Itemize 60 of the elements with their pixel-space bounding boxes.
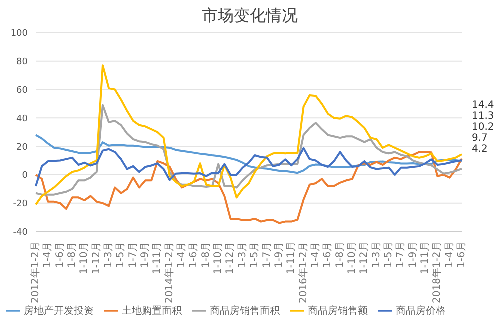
text: 9.7 bbox=[472, 133, 489, 144]
x-tick-label: 1-10月 bbox=[213, 242, 224, 274]
y-tick-label: 40 bbox=[16, 114, 28, 124]
text: 14.4 bbox=[472, 100, 494, 111]
legend-label: 土地购置面积 bbox=[122, 306, 182, 317]
legend-label: 商品房销售面积 bbox=[210, 306, 280, 317]
text: 4.2 bbox=[472, 144, 489, 155]
y-tick-label: 0 bbox=[22, 171, 28, 182]
line-series bbox=[35, 147, 463, 188]
x-tick-label: 1-9月 bbox=[140, 242, 152, 268]
x-tick-label: 1-9月 bbox=[274, 242, 285, 268]
y-tick-label: 80 bbox=[16, 58, 28, 68]
x-tick-label: 1-7月 bbox=[396, 242, 407, 268]
x-tick-label: 1-4月 bbox=[42, 242, 54, 268]
x-tick-label: 1-9月 bbox=[408, 242, 419, 268]
x-tick-label: 1-4月 bbox=[444, 242, 456, 268]
x-tick-label: 1-7月 bbox=[128, 242, 139, 268]
x-tick-label: 1-11月 bbox=[420, 242, 431, 274]
x-tick-label: 1-12月 bbox=[91, 242, 102, 274]
line-series bbox=[35, 104, 463, 196]
x-tick-label: 1-8月 bbox=[200, 242, 212, 268]
text: 11.3 bbox=[472, 111, 494, 122]
x-tick-label: 1-6月 bbox=[54, 242, 66, 268]
x-tick-label: 2012年1-2月 bbox=[30, 242, 42, 304]
x-tick-label: 1-6月 bbox=[322, 242, 334, 268]
legend-label: 房地产开发投资 bbox=[24, 306, 94, 317]
line-series bbox=[35, 64, 463, 206]
x-tick-label: 1-10月 bbox=[79, 242, 90, 274]
x-tick-label: 1-7月 bbox=[262, 242, 273, 268]
legend-label: 商品房价格 bbox=[396, 306, 446, 317]
x-tick-label: 1-11月 bbox=[152, 242, 164, 274]
line-series bbox=[35, 151, 463, 224]
x-tick-label: 1-3月 bbox=[237, 242, 248, 268]
x-tick-label: 1-6月 bbox=[456, 242, 468, 268]
x-tick-label: 1-12月 bbox=[225, 242, 236, 274]
line-series bbox=[35, 134, 463, 174]
x-tick-label: 2014年1-2月 bbox=[163, 242, 176, 304]
x-tick-label: 1-11月 bbox=[286, 242, 298, 274]
x-tick-label: 2016年1-2月 bbox=[297, 242, 310, 304]
x-tick-label: 1-4月 bbox=[310, 242, 322, 268]
y-tick-label: 100 bbox=[10, 29, 28, 40]
x-tick-label: 1-12月 bbox=[359, 242, 370, 274]
x-tick-label: 2018年1-2月 bbox=[431, 242, 444, 304]
x-tick-label: 1-8月 bbox=[67, 242, 78, 268]
chart-title: 市场变化情况 bbox=[201, 6, 299, 27]
text: 10.2 bbox=[472, 122, 494, 133]
x-tick-label: 1-10月 bbox=[346, 242, 358, 274]
x-tick-label: 1-3月 bbox=[104, 242, 115, 268]
x-tick-label: 1-6月 bbox=[188, 242, 200, 268]
legend-label: 商品房销售额 bbox=[308, 306, 368, 317]
y-tick-label: -40 bbox=[13, 228, 28, 238]
y-tick-label: -20 bbox=[13, 200, 28, 210]
x-tick-label: 1-3月 bbox=[371, 242, 382, 268]
x-tick-label: 1-5月 bbox=[250, 242, 261, 268]
y-tick-label: 60 bbox=[16, 86, 28, 96]
x-tick-label: 1-5月 bbox=[383, 242, 394, 268]
x-tick-label: 1-8月 bbox=[334, 242, 346, 268]
y-tick-label: 20 bbox=[16, 142, 28, 153]
x-tick-label: 1-5月 bbox=[116, 242, 127, 268]
x-tick-label: 1-4月 bbox=[176, 242, 188, 268]
